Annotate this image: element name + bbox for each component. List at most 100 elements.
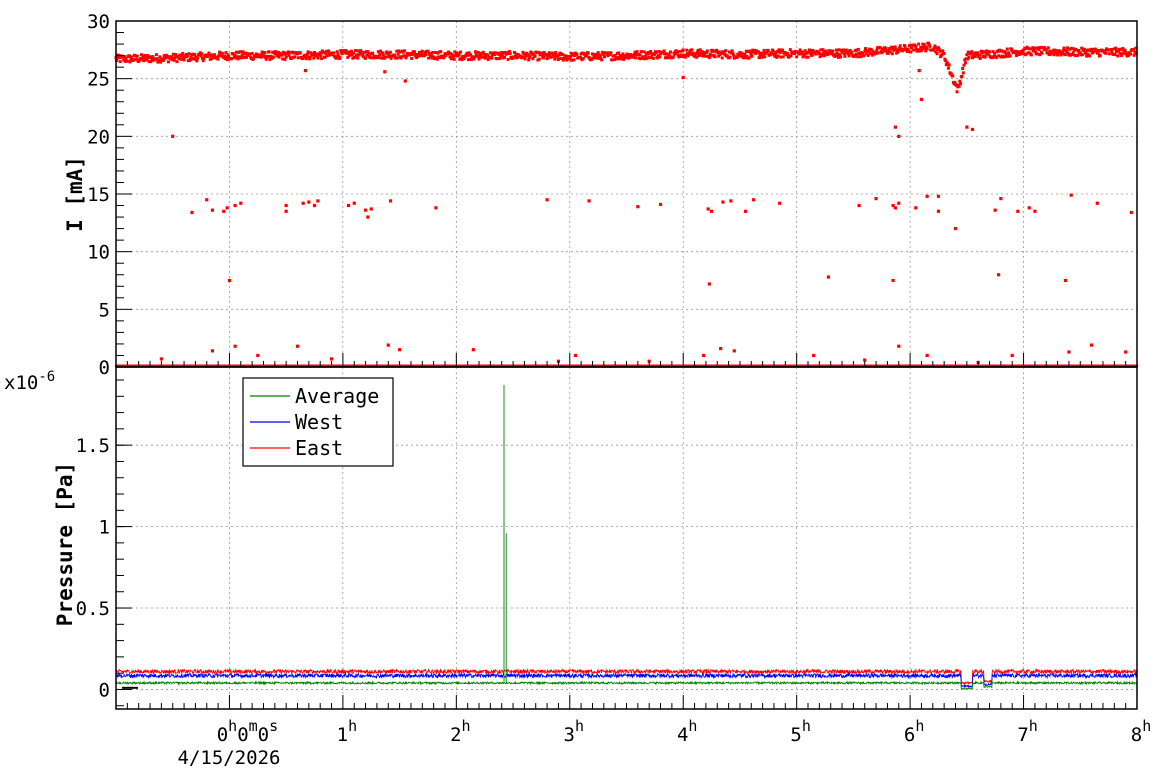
current-point — [532, 53, 536, 57]
current-point — [431, 50, 435, 54]
current-point — [398, 50, 402, 54]
pressure-series-average — [115, 384, 1138, 691]
current-zero-point — [665, 364, 668, 367]
current-point — [259, 55, 263, 59]
current-outlier-point — [893, 125, 897, 129]
current-point — [632, 53, 636, 57]
current-point — [678, 50, 682, 54]
current-zero-point — [620, 364, 624, 367]
current-point — [304, 57, 308, 61]
current-zero-point — [178, 364, 181, 367]
current-zero-point — [302, 364, 305, 367]
current-point — [925, 47, 929, 51]
current-point — [467, 51, 471, 55]
current-point — [1048, 52, 1052, 56]
current-zero-point — [464, 364, 467, 367]
current-zero-point — [732, 364, 735, 367]
current-outlier-point — [897, 201, 901, 205]
current-zero-point — [837, 364, 840, 367]
current-zero-point — [586, 364, 590, 367]
current-zero-point — [800, 364, 803, 367]
current-zero-point — [151, 364, 154, 367]
current-zero-point — [1064, 364, 1067, 367]
current-zero-point — [726, 364, 729, 367]
current-point — [1068, 47, 1072, 51]
current-point — [747, 56, 751, 60]
current-point — [371, 51, 375, 55]
current-point — [424, 53, 428, 57]
current-zero-point — [1035, 364, 1038, 367]
current-zero-point — [833, 364, 836, 367]
current-point — [565, 58, 569, 62]
current-point — [362, 51, 366, 55]
current-zero-point — [487, 364, 490, 367]
current-zero-point — [1104, 364, 1107, 367]
current-point — [514, 52, 518, 56]
current-point — [695, 55, 699, 59]
current-point — [266, 54, 270, 58]
current-point — [493, 53, 497, 57]
current-zero-point — [571, 364, 574, 367]
current-point — [982, 50, 986, 54]
current-point — [1092, 49, 1096, 53]
current-zero-point — [327, 364, 330, 367]
current-zero-point — [539, 364, 542, 367]
current-point — [457, 53, 461, 57]
current-point — [920, 47, 924, 51]
current-point — [1095, 48, 1099, 52]
current-point — [821, 48, 825, 52]
current-y-tick-label: 10 — [87, 242, 110, 264]
current-point — [662, 49, 666, 53]
current-zero-point — [578, 364, 582, 367]
current-zero-point — [951, 364, 954, 367]
pressure-x-tick-label: 1h — [337, 717, 357, 746]
current-point — [617, 57, 621, 61]
current-point — [910, 46, 914, 50]
current-point — [947, 63, 951, 67]
current-outlier-point — [732, 349, 736, 353]
current-point — [259, 53, 263, 57]
current-zero-point — [1091, 364, 1094, 367]
current-zero-point — [337, 364, 340, 367]
current-outlier-point — [719, 346, 723, 351]
current-zero-point — [938, 364, 941, 367]
current-zero-point — [164, 364, 168, 367]
current-zero-point — [1115, 364, 1118, 367]
current-zero-point — [135, 364, 138, 367]
current-point — [957, 84, 961, 88]
current-point — [547, 51, 551, 55]
current-outlier-point — [1129, 210, 1133, 215]
current-point — [556, 57, 560, 61]
current-zero-point — [472, 364, 475, 367]
current-point — [1070, 46, 1074, 50]
current-point — [866, 53, 870, 57]
current-point — [1083, 47, 1087, 51]
current-point — [862, 53, 866, 57]
current-zero-point — [397, 364, 400, 367]
current-point — [789, 54, 793, 58]
current-point — [426, 49, 430, 53]
current-zero-point — [723, 364, 726, 367]
current-zero-point — [616, 364, 619, 367]
current-zero-point — [461, 364, 464, 367]
current-zero-point — [713, 364, 717, 367]
current-zero-point — [740, 364, 743, 367]
current-y-tick-label: 0 — [99, 357, 110, 379]
current-zero-point — [201, 364, 204, 367]
current-zero-point — [507, 364, 510, 367]
current-point — [632, 55, 636, 59]
current-zero-point — [706, 364, 709, 367]
current-zero-point — [929, 364, 932, 367]
current-zero-point — [1078, 364, 1081, 367]
current-zero-point — [204, 364, 207, 367]
current-point — [125, 59, 129, 63]
current-zero-point — [360, 364, 363, 367]
current-point — [435, 57, 439, 61]
current-zero-point — [789, 364, 793, 367]
current-zero-point — [1112, 364, 1115, 367]
current-point — [798, 52, 802, 56]
current-zero-point — [708, 364, 711, 367]
current-zero-point — [438, 364, 441, 367]
current-zero-point — [456, 364, 459, 367]
current-point — [527, 55, 531, 59]
